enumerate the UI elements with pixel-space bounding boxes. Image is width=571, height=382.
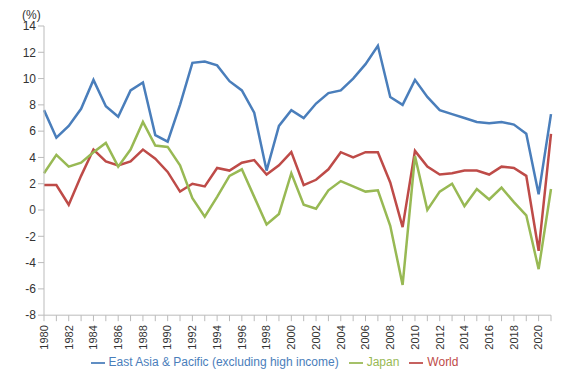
svg-text:1988: 1988 xyxy=(137,325,149,349)
svg-text:2004: 2004 xyxy=(335,325,347,349)
svg-text:14: 14 xyxy=(23,19,37,33)
svg-text:-2: -2 xyxy=(25,230,36,244)
svg-text:1982: 1982 xyxy=(63,325,75,349)
svg-text:2018: 2018 xyxy=(508,325,520,349)
svg-text:12: 12 xyxy=(23,46,37,60)
svg-text:2: 2 xyxy=(29,177,36,191)
svg-text:2010: 2010 xyxy=(409,325,421,349)
svg-text:1990: 1990 xyxy=(161,325,173,349)
svg-text:1984: 1984 xyxy=(87,325,99,349)
svg-text:1980: 1980 xyxy=(38,325,50,349)
svg-text:2002: 2002 xyxy=(310,325,322,349)
svg-text:1994: 1994 xyxy=(211,325,223,349)
svg-text:6: 6 xyxy=(29,124,36,138)
svg-text:2000: 2000 xyxy=(285,325,297,349)
html-text:Japan: Japan xyxy=(366,355,400,370)
svg-text:2016: 2016 xyxy=(483,325,495,349)
svg-text:8: 8 xyxy=(29,98,36,112)
svg-text:4: 4 xyxy=(29,151,36,165)
svg-text:2012: 2012 xyxy=(434,325,446,349)
svg-text:2020: 2020 xyxy=(532,325,544,349)
svg-text:1998: 1998 xyxy=(260,325,272,349)
svg-text:2014: 2014 xyxy=(458,325,470,349)
svg-text:-8: -8 xyxy=(25,308,36,322)
svg-text:-6: -6 xyxy=(25,282,36,296)
svg-text:1986: 1986 xyxy=(112,325,124,349)
html-text:World: World xyxy=(427,355,459,370)
html-text:East Asia & Pacific (excluding: East Asia & Pacific (excluding high inco… xyxy=(108,355,339,370)
svg-text:-4: -4 xyxy=(25,256,36,270)
svg-text:0: 0 xyxy=(29,203,36,217)
svg-text:1996: 1996 xyxy=(236,325,248,349)
svg-text:2008: 2008 xyxy=(384,325,396,349)
svg-text:2006: 2006 xyxy=(359,325,371,349)
svg-text:1992: 1992 xyxy=(186,325,198,349)
svg-text:10: 10 xyxy=(23,72,37,86)
